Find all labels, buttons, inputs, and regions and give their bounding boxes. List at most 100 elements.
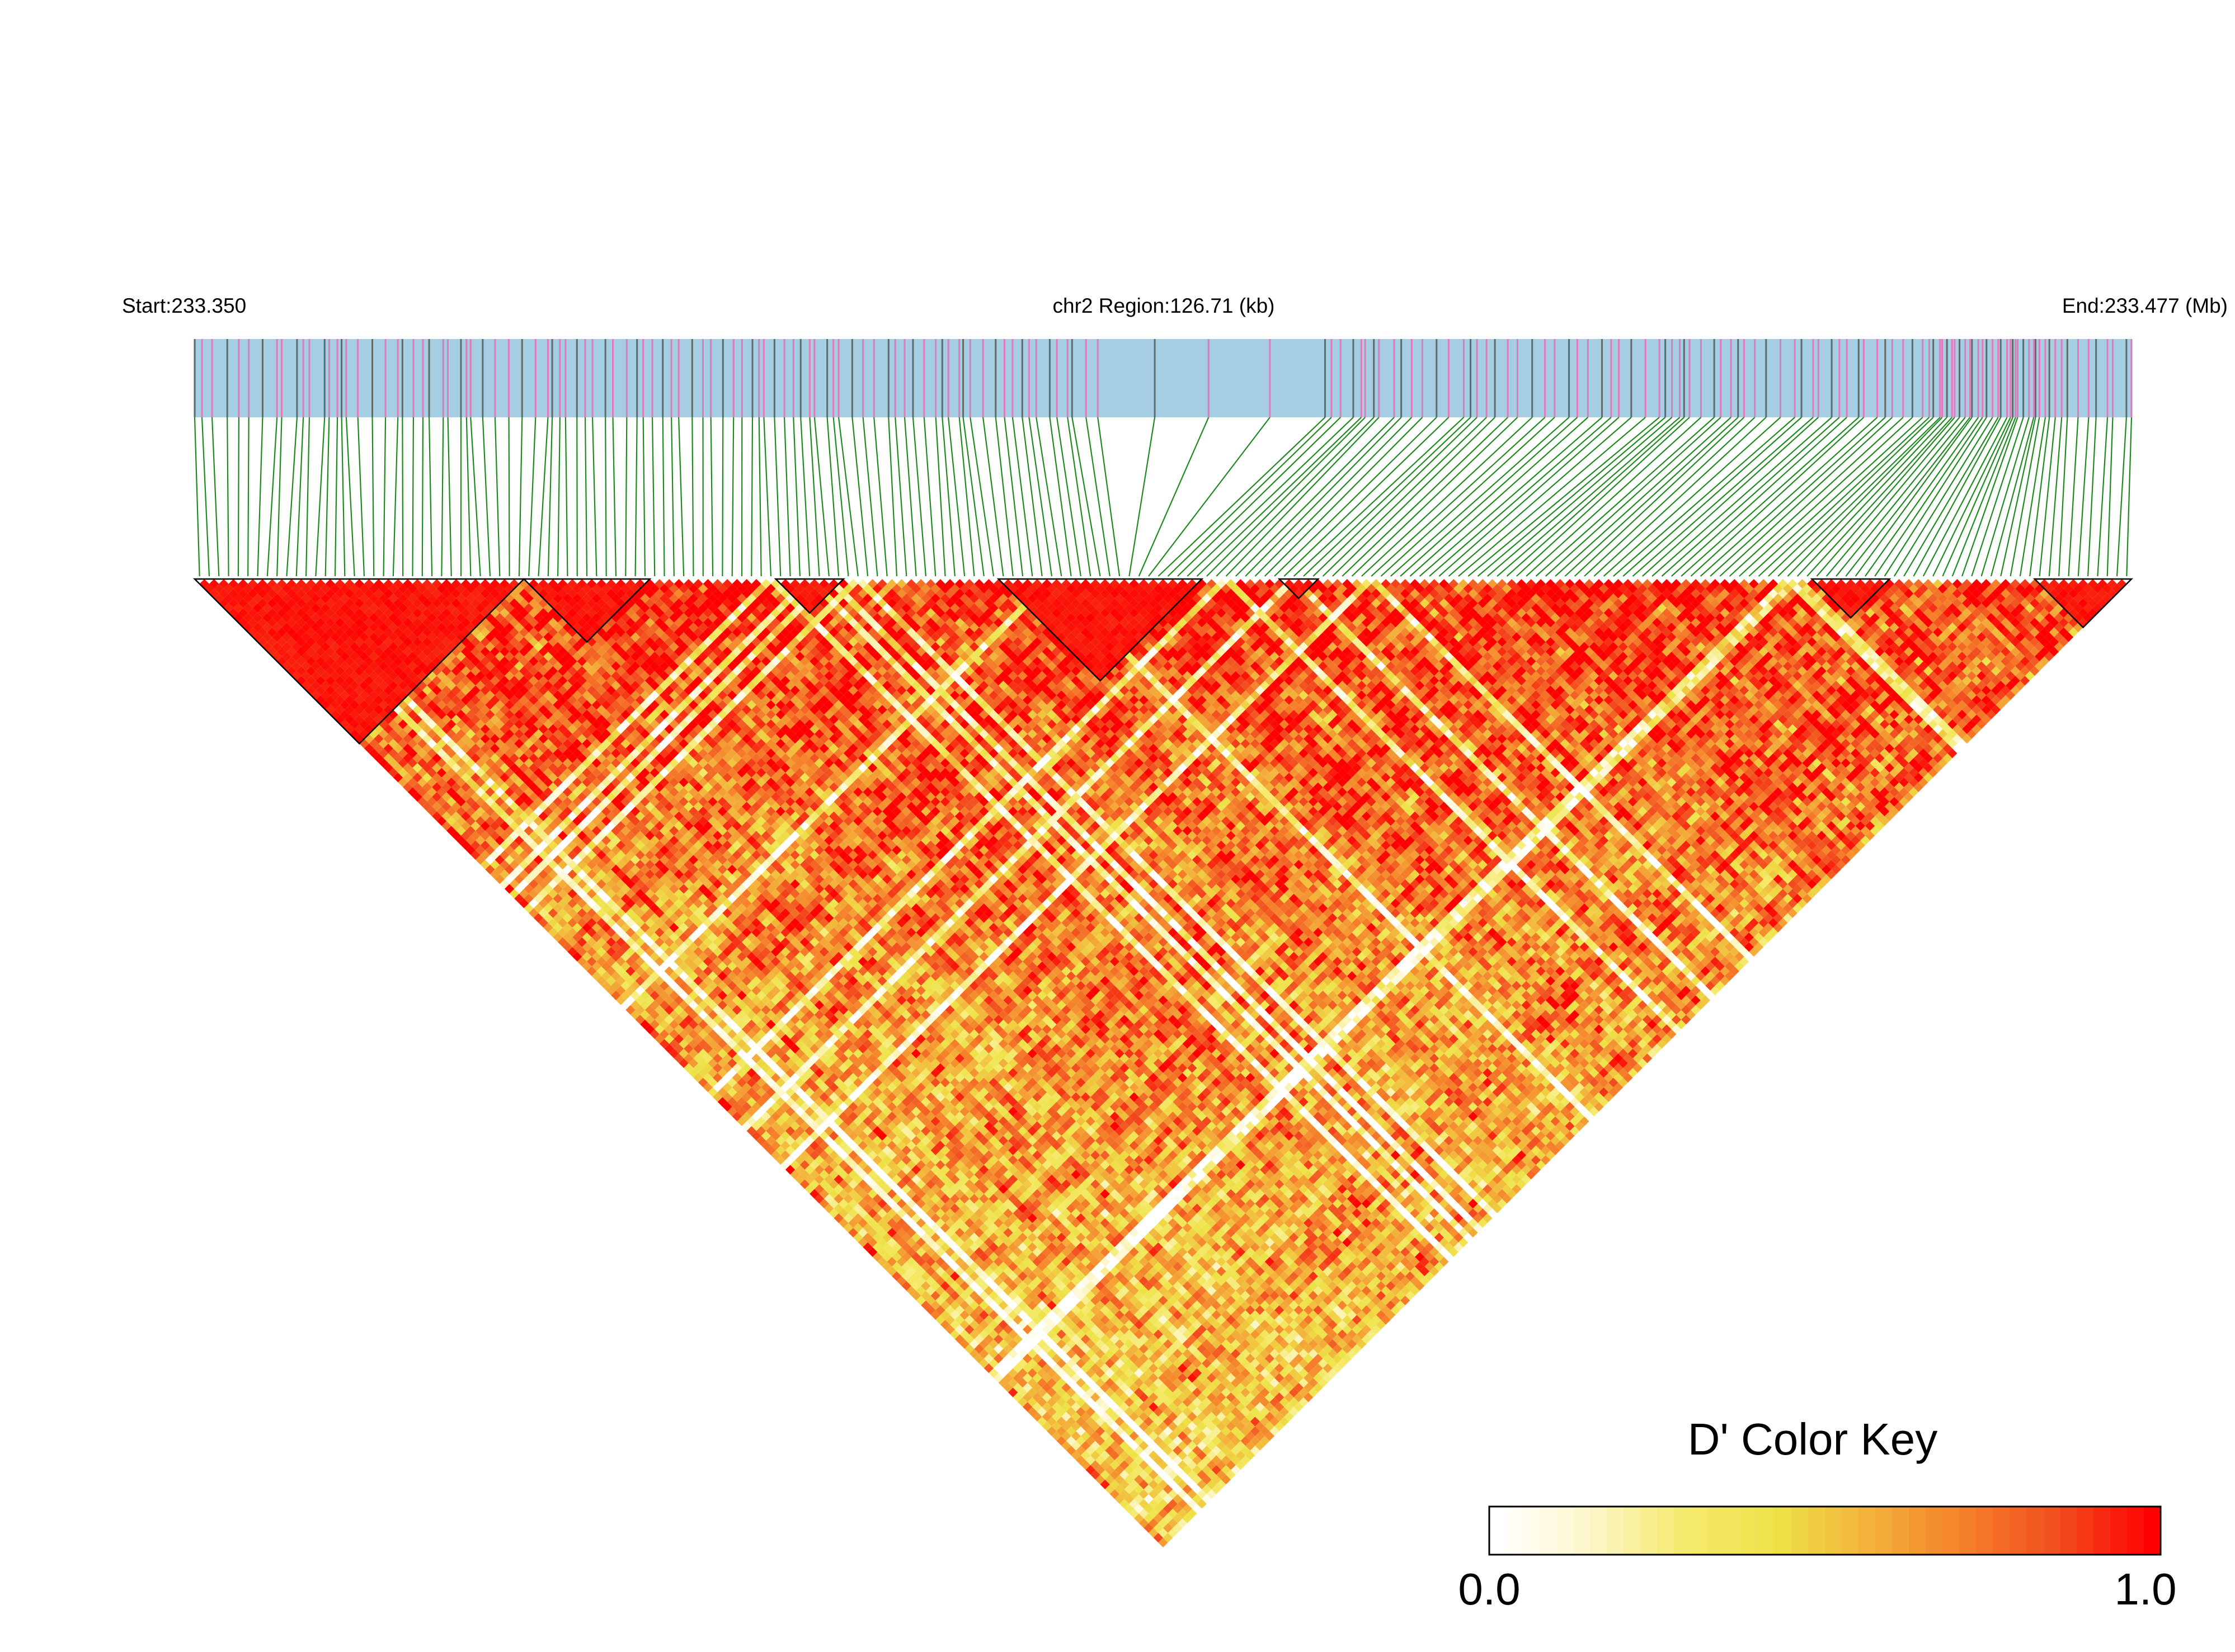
ld-cell xyxy=(446,816,457,826)
ld-cell xyxy=(620,1000,630,1010)
ld-cell xyxy=(839,1218,849,1228)
snp-connector xyxy=(392,417,399,577)
snp-connector xyxy=(1049,417,1072,577)
ld-cell xyxy=(374,733,384,744)
snp-connector xyxy=(1225,417,1380,577)
ld-cell xyxy=(896,1256,907,1267)
ld-cell xyxy=(940,1310,951,1320)
ld-cell xyxy=(403,753,413,763)
ld-cell xyxy=(354,724,364,734)
snp-connector xyxy=(1004,417,1024,577)
snp-connector xyxy=(1167,417,1332,577)
ld-cell xyxy=(1013,1382,1023,1393)
snp-connector xyxy=(758,417,762,577)
ld-cell xyxy=(422,773,432,783)
snp-connector xyxy=(691,417,694,577)
snp-connector xyxy=(1816,417,1955,577)
ld-cell xyxy=(277,637,287,647)
region-title-label: chr2 Region:126.71 (kb) xyxy=(1053,294,1275,317)
snp-connector xyxy=(357,417,365,577)
ld-cell xyxy=(1105,1465,1115,1475)
ld-cell xyxy=(994,1373,1004,1383)
ld-cell xyxy=(935,1295,945,1306)
snp-connector xyxy=(2029,417,2050,577)
ld-cell xyxy=(495,855,505,865)
ld-cell xyxy=(1047,1407,1057,1417)
ld-cell xyxy=(1085,1455,1095,1465)
ld-cell xyxy=(1129,1508,1139,1519)
snp-connector xyxy=(591,417,597,577)
ld-cell xyxy=(814,1174,825,1184)
snp-connector xyxy=(1574,417,1745,577)
snp-connector xyxy=(1845,417,1971,577)
snp-connector xyxy=(383,417,387,577)
ld-cell xyxy=(316,685,326,695)
ld-cell xyxy=(790,1169,800,1180)
snp-connector xyxy=(895,417,907,577)
snp-connector xyxy=(1216,417,1375,577)
ld-cell xyxy=(272,651,282,662)
ld-cell xyxy=(1149,1518,1159,1528)
ld-cell xyxy=(945,1324,955,1335)
snp-connector xyxy=(1409,417,1589,577)
snp-connector xyxy=(774,417,782,577)
ld-cell xyxy=(969,1329,980,1339)
ld-cell xyxy=(882,1252,892,1262)
snp-connector xyxy=(1458,417,1646,577)
ld-cell xyxy=(364,714,374,724)
snp-connector xyxy=(962,417,985,577)
ld-cell xyxy=(393,743,403,754)
snp-band-background xyxy=(195,339,2132,417)
ld-cell xyxy=(272,622,282,633)
ld-cell xyxy=(984,1353,994,1364)
ld-cell xyxy=(853,1213,863,1223)
snp-connector xyxy=(1028,417,1053,577)
snp-connector xyxy=(1622,417,1802,577)
ld-cell xyxy=(393,773,403,783)
snp-connector xyxy=(634,417,638,577)
snp-connector xyxy=(315,417,326,577)
ld-cell xyxy=(742,1102,752,1112)
ld-cell xyxy=(219,589,229,599)
snp-connector xyxy=(1990,417,2035,577)
snp-connector xyxy=(257,417,264,577)
snp-connector xyxy=(826,417,840,577)
snp-connector xyxy=(1487,417,1673,577)
ld-cell xyxy=(930,1310,940,1320)
ld-cell xyxy=(1144,1523,1154,1533)
ld-cell xyxy=(989,1349,999,1359)
ld-cell xyxy=(495,845,505,855)
snp-connector xyxy=(494,417,501,577)
snp-connector xyxy=(1874,417,1983,577)
ld-cell xyxy=(262,632,272,642)
ld-cell xyxy=(906,1286,916,1296)
ld-cell xyxy=(882,1262,892,1272)
ld-cell xyxy=(824,1203,834,1213)
ld-cell xyxy=(877,1256,887,1267)
ld-cell xyxy=(543,923,553,933)
snp-connector xyxy=(1187,417,1354,577)
ld-cell xyxy=(703,1082,713,1093)
snp-connector xyxy=(1177,417,1341,577)
ld-cell xyxy=(465,816,476,826)
snp-connector xyxy=(324,417,330,577)
ld-cell xyxy=(403,763,413,773)
ld-cell xyxy=(863,1242,873,1253)
snp-connector xyxy=(1651,417,1832,577)
snp-connector xyxy=(470,417,481,577)
ld-cell xyxy=(964,1334,975,1344)
snp-connector xyxy=(508,417,510,577)
snp-connector xyxy=(1942,417,2013,577)
snp-connector xyxy=(266,417,278,577)
ld-cell xyxy=(1008,1387,1018,1397)
snp-connector xyxy=(605,417,607,577)
ld-cell xyxy=(446,826,457,836)
snp-connector xyxy=(1097,417,1121,577)
ld-cell xyxy=(950,1310,960,1320)
snp-connector xyxy=(1797,417,1947,577)
ld-cell xyxy=(1100,1460,1110,1470)
ld-cell xyxy=(345,705,355,715)
snp-connector xyxy=(1274,417,1437,577)
ld-cell xyxy=(1080,1450,1091,1461)
snp-connector xyxy=(2077,417,2090,577)
